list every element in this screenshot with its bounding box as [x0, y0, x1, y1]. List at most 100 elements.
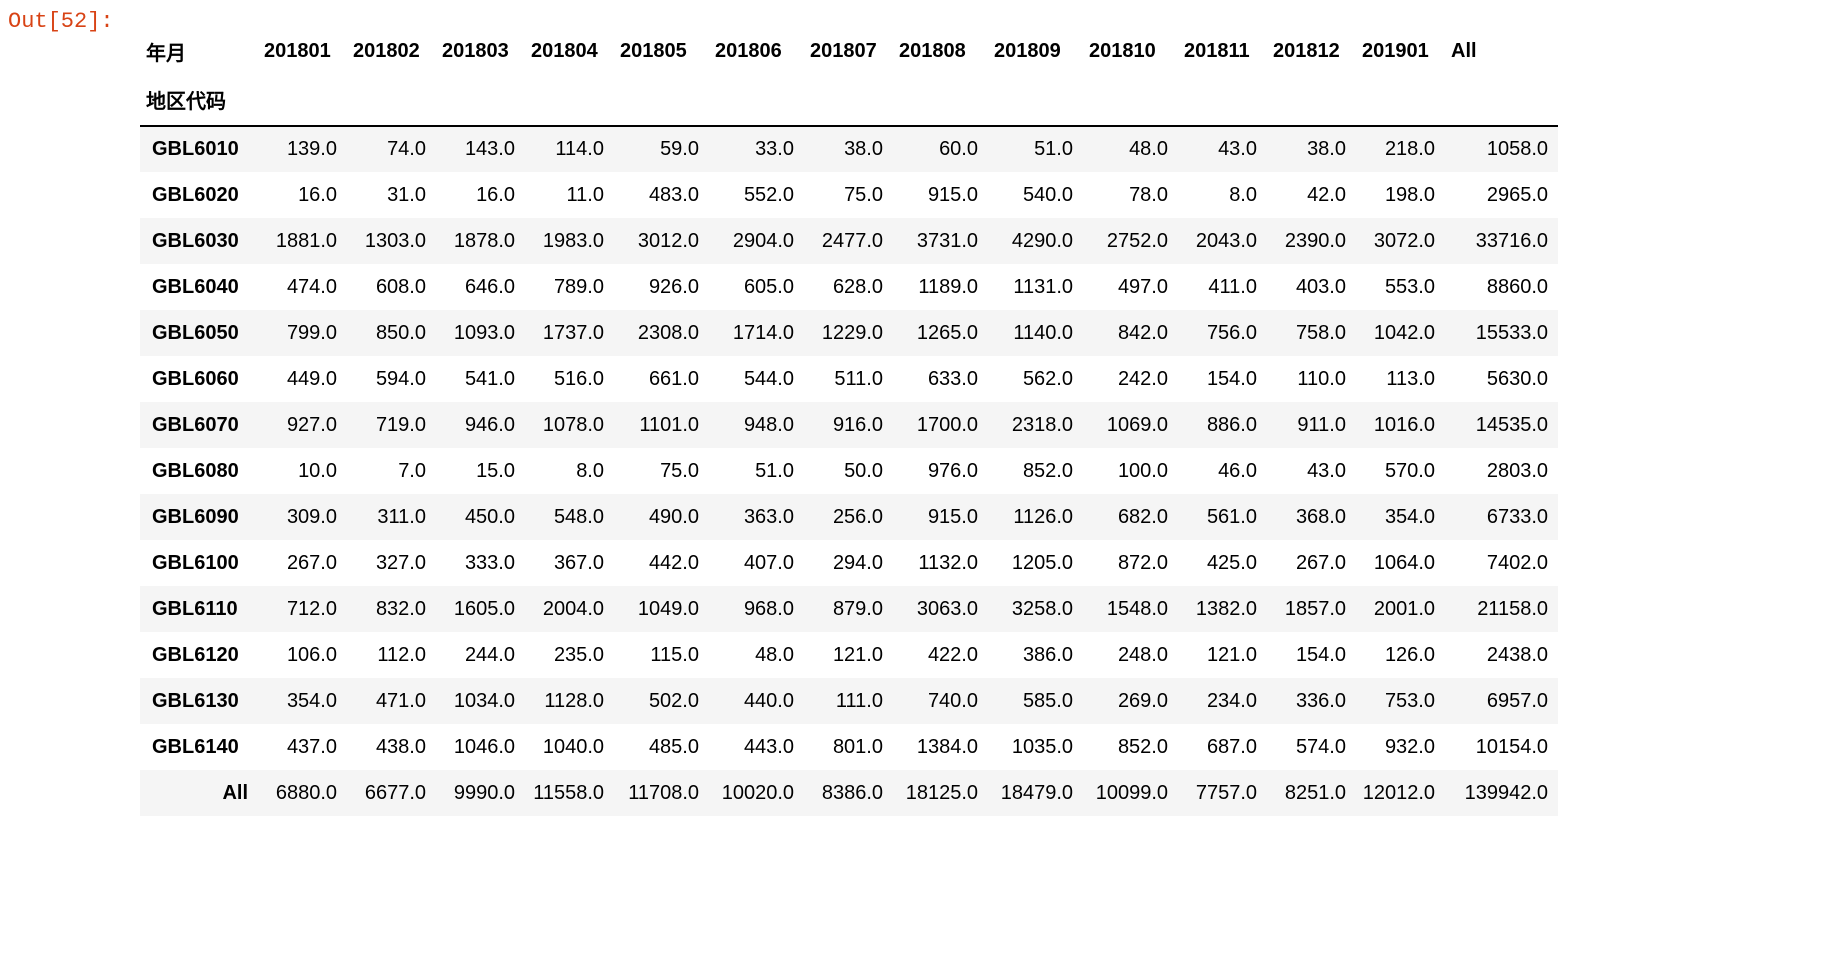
table-cell: 2904.0 [732, 229, 794, 252]
table-cell: 946.0 [464, 413, 515, 436]
row-label: GBL6070 [152, 413, 239, 436]
table-cell: 106.0 [286, 643, 337, 666]
column-header: All [1451, 39, 1477, 62]
table-cell: 2001.0 [1373, 597, 1435, 620]
table-cell: 789.0 [553, 275, 604, 298]
table-cell: 548.0 [553, 505, 604, 528]
table-cell: 633.0 [927, 367, 978, 390]
table-cell: 1101.0 [639, 413, 699, 436]
table-cell: 1035.0 [1011, 735, 1073, 758]
table-row: GBL6010 139.0 74.0 143.0 114.0 59.0 33.0 38.0 60… [140, 126, 1558, 172]
table-cell: 2043.0 [1195, 229, 1257, 252]
table-cell: 756.0 [1206, 321, 1257, 344]
table-cell: 1126.0 [1013, 505, 1073, 528]
table-row: GBL6100 267.0 327.0 333.0 367.0 442.0 407.0 294… [140, 540, 1558, 586]
table-row: GBL6140 437.0 438.0 1046.0 1040.0 485.0 443.0 8… [140, 724, 1558, 770]
table-cell: 1205.0 [1011, 551, 1073, 574]
table-cell: 442.0 [648, 551, 699, 574]
table-cell: 605.0 [743, 275, 794, 298]
index-header-row: 地区代码 [140, 74, 1558, 126]
table-cell: 682.0 [1117, 505, 1168, 528]
table-cell: 561.0 [1206, 505, 1257, 528]
table-cell: 948.0 [743, 413, 794, 436]
table-cell: 16.0 [298, 183, 337, 206]
column-header: 201810 [1089, 39, 1156, 62]
table-cell: 267.0 [1295, 551, 1346, 574]
index-header-blank [258, 74, 347, 126]
column-header-row: 年月 201801 201802 201803 201804 201805 201806 2… [140, 28, 1558, 74]
table-cell: 126.0 [1384, 643, 1435, 666]
table-cell: 15.0 [476, 459, 515, 482]
dataframe-output: 年月 201801 201802 201803 201804 201805 201806 2… [140, 28, 1558, 816]
column-header: 201901 [1362, 39, 1429, 62]
table-cell: 646.0 [464, 275, 515, 298]
row-label: GBL6110 [152, 597, 238, 620]
table-cell: 1881.0 [275, 229, 337, 252]
table-cell: 121.0 [832, 643, 883, 666]
column-header: 201806 [715, 39, 782, 62]
table-cell: 2752.0 [1106, 229, 1168, 252]
table-cell: 1737.0 [542, 321, 604, 344]
table-cell: 740.0 [927, 689, 978, 712]
table-cell: 38.0 [844, 138, 883, 160]
table-cell: 115.0 [650, 643, 699, 666]
table-cell: 21158.0 [1477, 597, 1548, 620]
table-cell: 552.0 [743, 183, 794, 206]
table-cell: 872.0 [1117, 551, 1168, 574]
table-cell: 294.0 [832, 551, 883, 574]
table-cell: 471.0 [375, 689, 426, 712]
table-cell: 407.0 [743, 551, 794, 574]
column-header: 201801 [264, 39, 331, 62]
table-cell: 42.0 [1307, 183, 1346, 206]
index-header-blank [988, 74, 1083, 126]
table-cell: 10020.0 [721, 781, 794, 804]
table-cell: 100.0 [1117, 459, 1168, 482]
table-cell: 1042.0 [1373, 321, 1435, 344]
index-header-blank [1083, 74, 1178, 126]
table-row: GBL6030 1881.0 1303.0 1878.0 1983.0 3012.0 290… [140, 218, 1558, 264]
table-cell: 14535.0 [1475, 413, 1548, 436]
table-cell: 18125.0 [905, 781, 978, 804]
table-cell: 485.0 [648, 735, 699, 758]
table-cell: 1046.0 [453, 735, 515, 758]
table-cell: 248.0 [1117, 643, 1168, 666]
table-cell: 7757.0 [1195, 781, 1257, 804]
table-cell: 386.0 [1022, 643, 1073, 666]
table-cell: 3063.0 [916, 597, 978, 620]
table-cell: 235.0 [553, 643, 604, 666]
table-cell: 2318.0 [1011, 413, 1073, 436]
table-row: GBL6050 799.0 850.0 1093.0 1737.0 2308.0 1714.… [140, 310, 1558, 356]
table-cell: 4290.0 [1011, 229, 1073, 252]
table-cell: 8.0 [576, 459, 604, 482]
table-cell: 5630.0 [1486, 367, 1548, 390]
table-cell: 333.0 [464, 551, 515, 574]
table-cell: 3072.0 [1373, 229, 1435, 252]
table-cell: 15533.0 [1475, 321, 1548, 344]
table-cell: 6957.0 [1486, 689, 1548, 712]
table-cell: 1382.0 [1195, 597, 1257, 620]
table-cell: 11708.0 [628, 781, 699, 804]
table-cell: 926.0 [648, 275, 699, 298]
table-cell: 234.0 [1206, 689, 1257, 712]
column-header: 201811 [1184, 39, 1250, 62]
table-cell: 139942.0 [1464, 781, 1548, 804]
table-cell: 33716.0 [1475, 229, 1548, 252]
table-cell: 2477.0 [821, 229, 883, 252]
table-cell: 154.0 [1206, 367, 1257, 390]
table-cell: 2004.0 [542, 597, 604, 620]
table-row: GBL6070 927.0 719.0 946.0 1078.0 1101.0 948.0 9… [140, 402, 1558, 448]
columns-name-header: 年月 [146, 42, 186, 65]
table-cell: 490.0 [648, 505, 699, 528]
table-cell: 354.0 [1384, 505, 1435, 528]
table-cell: 585.0 [1022, 689, 1073, 712]
table-cell: 544.0 [743, 367, 794, 390]
table-cell: 712.0 [286, 597, 337, 620]
table-cell: 110.0 [1297, 367, 1346, 390]
table-cell: 1058.0 [1486, 138, 1548, 160]
table-cell: 608.0 [375, 275, 426, 298]
table-cell: 242.0 [1117, 367, 1168, 390]
table-cell: 51.0 [1034, 138, 1073, 160]
column-header: 201809 [994, 39, 1061, 62]
table-cell: 269.0 [1117, 689, 1168, 712]
table-cell: 574.0 [1295, 735, 1346, 758]
